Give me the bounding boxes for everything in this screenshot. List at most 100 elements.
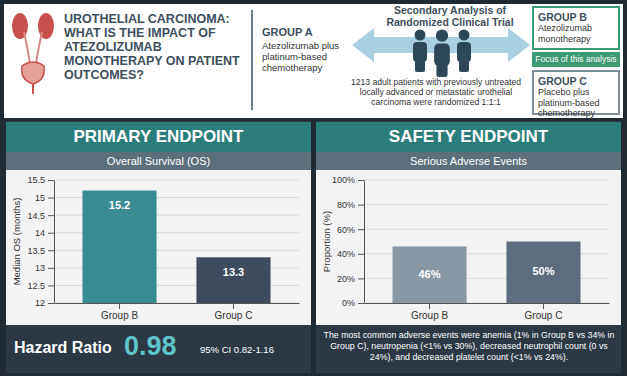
bars [82, 191, 270, 303]
panel-heading: PRIMARY ENDPOINT [6, 122, 311, 152]
data-label: 13.3 [223, 266, 244, 278]
tick: 60% [337, 225, 364, 235]
separator [251, 10, 253, 110]
group-text: Placebo plus platinum-based chemotherapy [538, 87, 614, 119]
chart: 0%20%40%60%80%100%Group BGroup C46%50%Pr… [316, 170, 621, 325]
chart-title-bar: Serious Adverse Events [316, 152, 621, 170]
infographic: UROTHELIAL CARCINOMA: WHAT IS THE IMPACT… [0, 0, 627, 376]
tick-mark [233, 303, 234, 309]
tick-mark [48, 268, 54, 269]
tick: 15.5 [27, 175, 54, 185]
tick: Group C [215, 303, 253, 321]
tick-mark [119, 303, 120, 309]
tick: Group C [525, 303, 563, 321]
group-label: GROUP B [538, 11, 614, 23]
tick-label: 15 [35, 193, 45, 203]
chart: 1212.51313.51414.51515.5Group BGroup C15… [6, 170, 311, 325]
organ-icon [12, 13, 54, 94]
x-axis: Group B Group C [365, 303, 610, 321]
data-label: 46% [419, 268, 441, 280]
tick-mark [358, 205, 364, 206]
tick-label: 80% [337, 200, 355, 210]
chart-title-bar: Overall Survival (OS) [6, 152, 311, 170]
tick-mark [48, 198, 54, 199]
tick: 13 [35, 263, 54, 273]
tick-label: 100% [332, 175, 355, 185]
group-text: Atezolizumab plus platinum-based chemoth… [262, 40, 354, 73]
group-a: GROUP AAtezolizumab plus platinum-based … [262, 26, 354, 73]
tick: 20% [337, 274, 364, 284]
y-axis: 0% 20% 40% 60% 80% 100% [332, 175, 365, 308]
title: UROTHELIAL CARCINOMA: WHAT IS THE IMPACT… [64, 12, 246, 82]
tick-label: Group C [215, 310, 253, 321]
bar [392, 246, 466, 303]
tick-mark [429, 303, 430, 309]
tick-mark [48, 250, 54, 251]
urethra [32, 84, 34, 94]
tick-mark [543, 303, 544, 309]
hazard-label: Hazard Ratio [14, 339, 124, 357]
tick: Group B [101, 303, 139, 321]
y-axis: 1212.51313.51414.51515.5 [27, 175, 54, 308]
safety-note: The most common adverse events were anem… [322, 330, 616, 363]
tick: Group B [411, 303, 449, 321]
grid [364, 180, 609, 303]
tick-label: Group B [411, 310, 449, 321]
data-label: 15.2 [109, 199, 130, 211]
tick: 12 [35, 298, 54, 308]
person-head [436, 29, 448, 41]
axis-line [364, 181, 365, 304]
hazard-ci-box: 95% CI 0.82-1.16 [200, 344, 306, 355]
chart-title: Overall Survival (OS) [6, 152, 311, 170]
person [457, 30, 471, 73]
data-labels: 15.2 13.3 [109, 199, 244, 278]
focus-label: Focus of this analysis [532, 52, 620, 67]
hazard-value-box: 0.98 [124, 331, 194, 362]
tick: 15 [35, 193, 54, 203]
bar [506, 242, 580, 304]
x-axis: Group B Group C [55, 303, 300, 321]
study-title: Secondary Analysis of Randomized Clinica… [372, 4, 528, 28]
chart-title: Serious Adverse Events [316, 152, 621, 170]
focus-box: Focus of this analysis [532, 52, 620, 67]
bar [196, 257, 270, 303]
tick-mark [48, 233, 54, 234]
tick-mark [48, 180, 54, 181]
tick: 14.5 [27, 211, 54, 221]
panel-heading: SAFETY ENDPOINT [316, 122, 621, 152]
tick-mark [358, 254, 364, 255]
data-labels: 46% 50% [419, 265, 555, 279]
person-legs [459, 58, 469, 72]
tick-mark [358, 303, 364, 304]
bars [392, 242, 580, 304]
hazard-value: 0.98 [124, 331, 194, 362]
panel-heading-bar: PRIMARY ENDPOINT [6, 122, 311, 152]
tick: 0% [342, 298, 364, 308]
axis-line [55, 303, 300, 304]
tick: 14 [35, 228, 54, 238]
tick-label: 13.5 [27, 246, 45, 256]
tick-label: 40% [337, 249, 355, 259]
group-text: Atezolizumab monotherapy [538, 23, 614, 44]
tick-label: 60% [337, 225, 355, 235]
tick-label: 20% [337, 274, 355, 284]
group-label: GROUP C [538, 75, 614, 87]
tick-mark [358, 229, 364, 230]
plot: 0% 20% 40% 60% 80% 100% Group B Group C 46% 50% [332, 175, 610, 321]
tick-label: 12 [35, 298, 45, 308]
safety-note-box: The most common adverse events were anem… [322, 330, 616, 363]
person-head [459, 30, 470, 41]
y-axis-title: Median OS (months) [11, 198, 22, 286]
plot: 1212.51313.51414.51515.5Group BGroup C15… [27, 175, 299, 321]
hazard-ci: 95% CI 0.82-1.16 [200, 344, 306, 355]
panel-heading-bar: SAFETY ENDPOINT [316, 122, 621, 152]
tick-label: 13 [35, 263, 45, 273]
grid-line [364, 180, 609, 181]
tick: 80% [337, 200, 364, 210]
tick: 13.5 [27, 246, 54, 256]
axis-line [54, 181, 55, 304]
person-legs [436, 61, 447, 77]
population: 1213 adult patients with previously untr… [346, 77, 526, 107]
tick-mark [48, 215, 54, 216]
data-label: 50% [532, 265, 554, 277]
